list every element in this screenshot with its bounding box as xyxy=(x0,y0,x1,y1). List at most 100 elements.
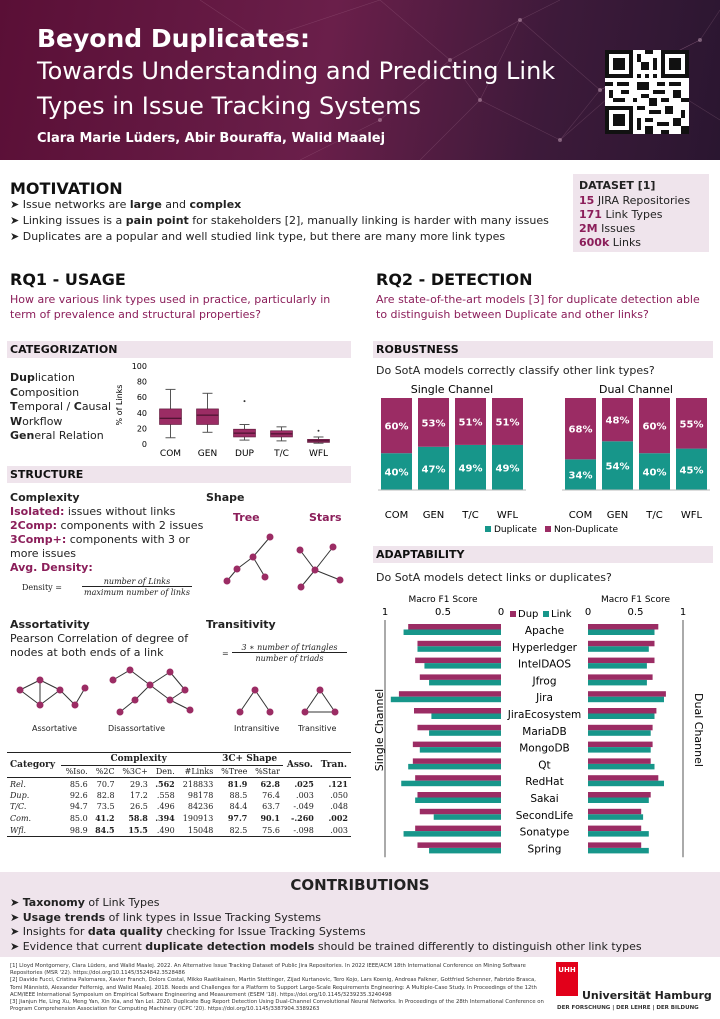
poster-title-line2: Towards Understanding and Predicting Lin… xyxy=(37,57,556,85)
data-label: 53% xyxy=(422,418,446,429)
bar-dual-dup xyxy=(588,825,642,832)
bar-duplicate xyxy=(381,453,412,490)
outlier-point xyxy=(317,429,320,432)
bar-duplicate xyxy=(492,444,523,490)
legend-swatch-dup xyxy=(510,611,516,617)
dual-channel-label: Dual Channel xyxy=(692,693,705,767)
legend-swatch-non-duplicate xyxy=(545,526,551,532)
intransitive-label: Intransitive xyxy=(234,724,280,733)
table-header: %Tree xyxy=(221,767,248,776)
bar-non-duplicate xyxy=(455,398,486,445)
bar-single-dup xyxy=(417,724,501,731)
bar-dual-link xyxy=(588,663,647,669)
x-tick-label: T/C xyxy=(461,510,478,521)
list-item: ➤ Evidence that current duplicate detect… xyxy=(10,939,642,953)
category-label: Jfrog xyxy=(532,675,557,687)
transitivity-graphs xyxy=(236,686,339,716)
dataset-box: DATASET [1] 15 JIRA Repositories 171 Lin… xyxy=(573,174,709,252)
table-row: Rel. 85.6 70.7 29.3.562 218833 81.9 62.8.025.1… xyxy=(10,779,348,789)
assortative-label: Assortative xyxy=(32,724,78,733)
bar-single-dup xyxy=(415,825,501,832)
x-tick-label: T/C xyxy=(273,449,289,459)
category-label: MongoDB xyxy=(519,743,570,755)
rq1-question: How are various link types used in pract… xyxy=(10,293,331,321)
table-header: Tran. xyxy=(316,752,351,778)
qr-code-icon[interactable] xyxy=(605,50,689,134)
bar-dual-dup xyxy=(588,724,653,731)
contributions-title: CONTRIBUTIONS xyxy=(290,876,430,894)
x-tick-label: DUP xyxy=(235,449,255,459)
bar-dual-link xyxy=(588,763,655,770)
arrow-icon: ➤ xyxy=(10,910,23,924)
bar-dual-link xyxy=(588,780,664,787)
bar-dual-link xyxy=(588,797,649,803)
bar-single-link xyxy=(417,646,501,652)
bar-single-link xyxy=(431,713,501,719)
bar-dual-dup xyxy=(588,775,659,781)
data-label: 40% xyxy=(643,468,667,479)
y-axis-label: % of Links xyxy=(115,385,124,426)
bar-duplicate xyxy=(639,453,670,490)
arrow-icon: ➤ xyxy=(10,214,23,227)
bar-non-duplicate xyxy=(381,398,412,454)
reference-item: [2] Davide Fucci, Cristina Palomares, Xa… xyxy=(10,977,537,998)
transitive-label: Transitive xyxy=(298,724,337,733)
bar-single-link xyxy=(408,763,501,770)
table-header: Asso. xyxy=(282,752,317,778)
data-label: 48% xyxy=(606,416,630,427)
data-label: 51% xyxy=(496,417,520,428)
bar-single-dup xyxy=(414,708,501,714)
data-label: 45% xyxy=(680,465,704,476)
university-tagline: DER FORSCHUNG | DER LEHRE | DER BILDUNG xyxy=(557,1005,699,1011)
dataset-item: 600k Links xyxy=(579,236,642,249)
authors: Clara Marie Lüders, Abir Bouraffa, Walid… xyxy=(37,131,386,146)
bar-single-dup xyxy=(415,775,501,781)
bar-non-duplicate xyxy=(676,398,707,449)
bar-single-link xyxy=(401,780,501,787)
category-label: JiraEcosystem xyxy=(507,709,582,721)
x-tick-label: GEN xyxy=(198,449,217,459)
boxplot-chart: % of Links 0 20 40 60 80 100 COM GEN DUP T/C WFL xyxy=(115,362,330,459)
assortativity-text: Pearson Correlation of degree of nodes a… xyxy=(10,632,189,659)
bar-single-link xyxy=(415,797,501,803)
bar-non-duplicate xyxy=(639,398,670,454)
list-item: ➤ Taxonomy of Link Types xyxy=(10,896,160,909)
bar-duplicate xyxy=(602,441,633,490)
shape-tree-label: Tree xyxy=(233,511,260,524)
list-item: ➤ Usage trends of link types in Issue Tr… xyxy=(10,910,322,924)
university-name[interactable]: Universität Hamburg xyxy=(582,989,712,1002)
bar-dual-dup xyxy=(588,708,657,714)
bar-dual-link xyxy=(588,646,649,652)
category-label: Sakai xyxy=(530,793,558,805)
arrow-icon: ➤ xyxy=(10,230,23,243)
bar-dual-link xyxy=(588,847,649,854)
y-tick-label: 0 xyxy=(142,440,147,449)
bar-dual-dup xyxy=(588,741,653,748)
y-tick-label: 80 xyxy=(137,378,147,387)
legend-label: Non-Duplicate xyxy=(554,525,619,535)
bar-single-link xyxy=(424,663,501,669)
contributions-list: ➤ Taxonomy of Link Types ➤ Usage trends … xyxy=(10,896,642,954)
arrow-icon: ➤ xyxy=(10,198,23,211)
category-label: IntelDAOS xyxy=(518,659,571,671)
university-logo-icon[interactable]: UHH xyxy=(556,962,578,996)
dataset-item: 171 Link Types xyxy=(579,208,663,221)
disassortative-label: Disassortative xyxy=(108,724,166,733)
motivation-title: MOTIVATION xyxy=(10,179,123,198)
x-tick-label: 0 xyxy=(498,607,504,618)
bar-single-dup xyxy=(417,842,501,848)
y-tick-label: 100 xyxy=(132,362,147,371)
poster-header xyxy=(0,0,720,160)
bar-dual-dup xyxy=(588,842,642,848)
bar-dual-dup xyxy=(588,808,642,815)
contributions-box: CONTRIBUTIONS ➤ Taxonomy of Link Types ➤… xyxy=(0,872,720,957)
motivation-bullet-2: ➤ Linking issues is a pain point for sta… xyxy=(10,214,549,227)
bar-single-dup xyxy=(419,808,501,815)
motivation-bullet-1: ➤ Issue networks are large and complex xyxy=(10,198,242,211)
data-label: 55% xyxy=(680,419,704,430)
bar-dual-link xyxy=(588,831,649,837)
bar-dual-link xyxy=(588,730,651,736)
x-tick-label: 1 xyxy=(680,607,686,618)
y-tick-label: 40 xyxy=(137,409,147,418)
bar-non-duplicate xyxy=(602,398,633,442)
